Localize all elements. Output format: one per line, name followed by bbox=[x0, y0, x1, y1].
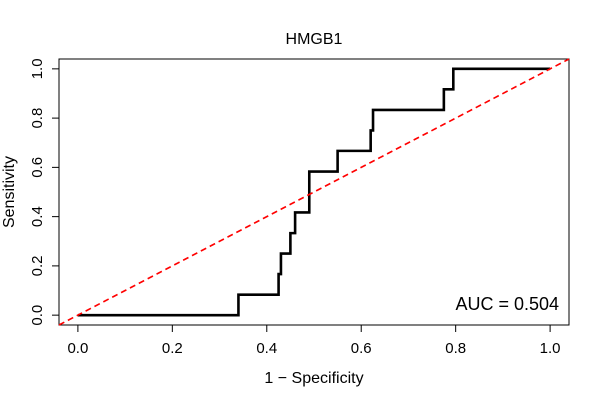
x-tick-label: 0.2 bbox=[162, 340, 183, 357]
x-tick-label: 0.8 bbox=[445, 340, 466, 357]
y-axis: 0.0 0.2 0.4 0.6 0.8 1.0 bbox=[29, 58, 60, 326]
y-axis-label: Sensitivity bbox=[1, 156, 18, 228]
x-tick-label: 0.0 bbox=[67, 340, 88, 357]
reference-diagonal-line bbox=[58, 58, 570, 326]
plot-marks bbox=[58, 58, 570, 326]
x-tick-label: 0.4 bbox=[256, 340, 277, 357]
auc-annotation: AUC = 0.504 bbox=[455, 294, 559, 314]
y-tick-label: 1.0 bbox=[29, 58, 46, 79]
x-axis-label: 1 − Specificity bbox=[264, 370, 363, 387]
roc-curve-line bbox=[77, 67, 551, 317]
y-tick-label: 0.8 bbox=[29, 108, 46, 129]
y-tick-label: 0.4 bbox=[29, 206, 46, 227]
chart-title: HMGB1 bbox=[286, 31, 343, 48]
x-axis: 0.0 0.2 0.4 0.6 0.8 1.0 bbox=[67, 324, 561, 357]
y-tick-label: 0.0 bbox=[29, 305, 46, 326]
y-tick-label: 0.6 bbox=[29, 157, 46, 178]
y-tick-label: 0.2 bbox=[29, 255, 46, 276]
plot-frame bbox=[58, 58, 570, 326]
x-tick-label: 1.0 bbox=[540, 340, 561, 357]
x-tick-label: 0.6 bbox=[351, 340, 372, 357]
